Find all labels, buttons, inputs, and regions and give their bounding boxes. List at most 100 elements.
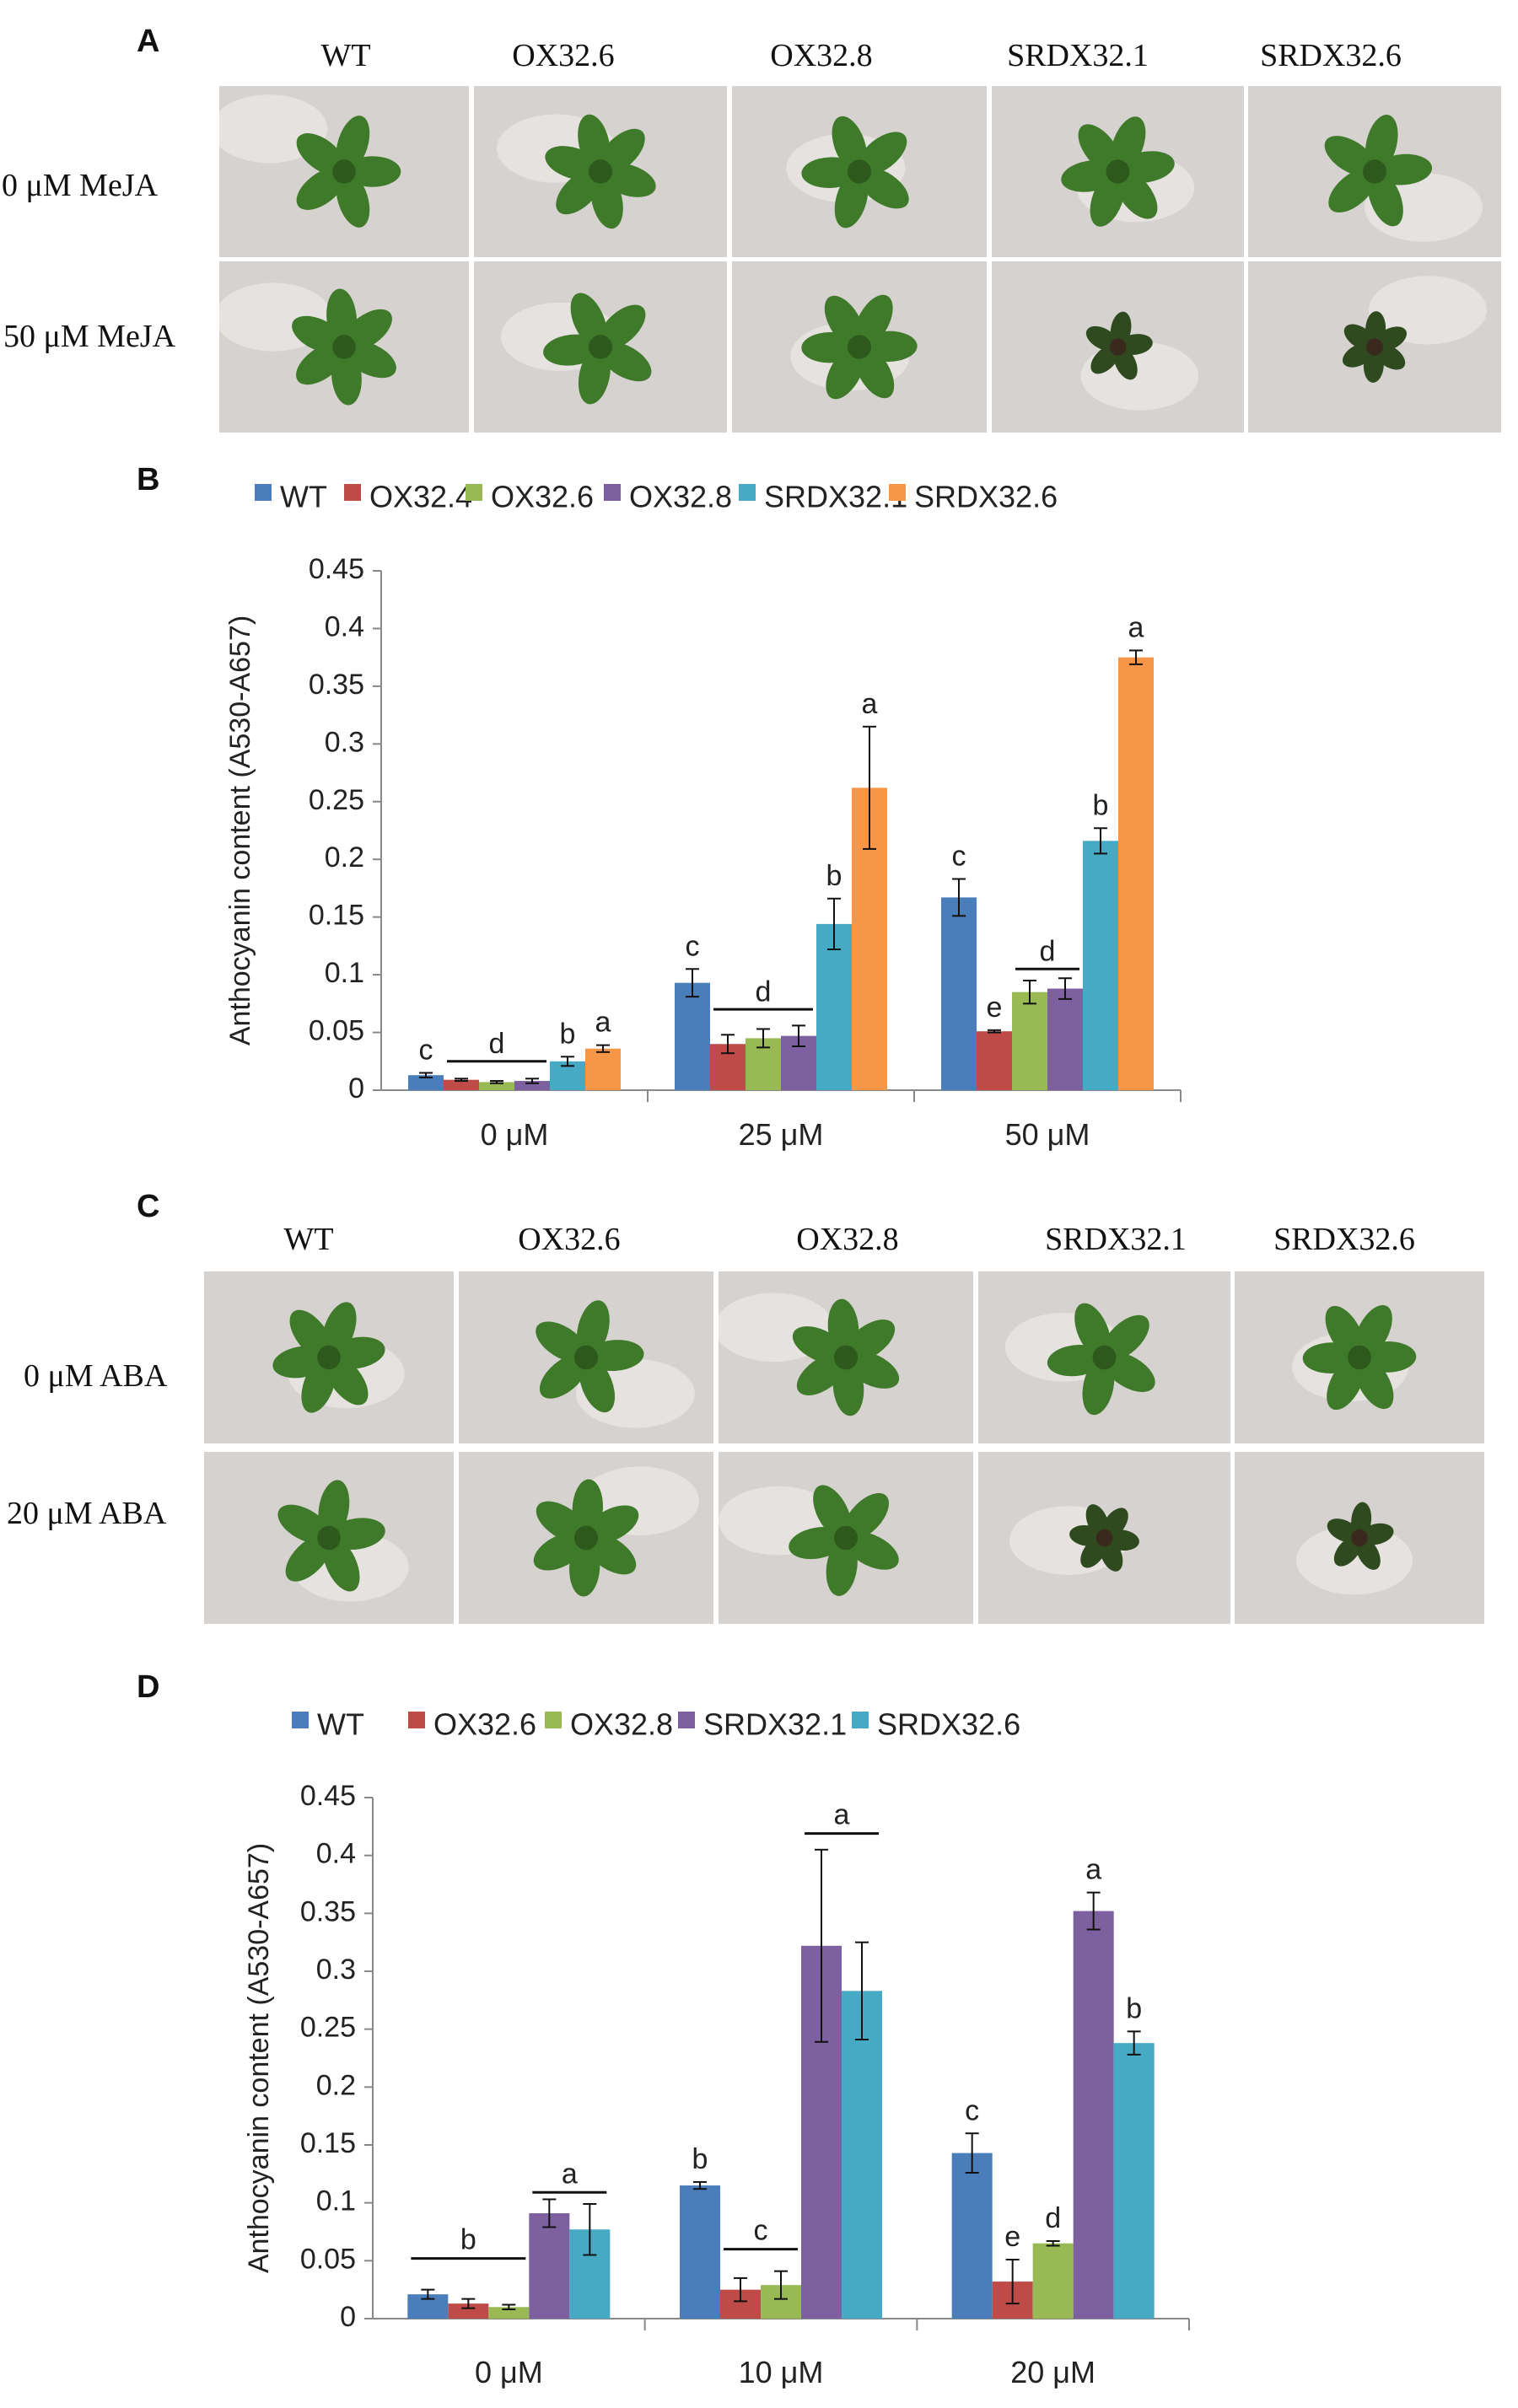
- y-tick-label: 0.4: [325, 610, 364, 642]
- seedling-photo: [1248, 86, 1501, 257]
- significance-letter: a: [862, 688, 878, 720]
- seedling-photo: [978, 1452, 1230, 1624]
- legend-swatch: [255, 484, 272, 501]
- significance-letter: a: [1085, 1854, 1101, 1886]
- seedling-photo: [992, 86, 1244, 257]
- legend-label: WT: [280, 480, 327, 514]
- y-tick-label: 0.05: [300, 2243, 356, 2275]
- seedling-photo: [219, 86, 469, 257]
- bar: [488, 2307, 530, 2319]
- bar: [1083, 841, 1118, 1090]
- x-category-label: 10 μM: [739, 2355, 824, 2389]
- y-tick-label: 0.45: [300, 1780, 356, 1812]
- seedling-photo: [204, 1452, 454, 1624]
- bar: [1047, 988, 1083, 1090]
- bar: [675, 982, 710, 1090]
- panel-a-column-header: OX32.8: [770, 38, 873, 73]
- legend-label: OX32.6: [491, 480, 594, 514]
- bar: [1032, 2243, 1074, 2319]
- legend-swatch: [344, 484, 361, 501]
- panel-a-column-header: SRDX32.1: [1007, 38, 1149, 73]
- panel-c-letter: C: [137, 1189, 160, 1224]
- y-tick-label: 0.3: [325, 726, 364, 758]
- x-category-label: 50 μM: [1005, 1117, 1090, 1152]
- significance-letter: b: [1093, 789, 1109, 821]
- significance-letter: c: [419, 1034, 433, 1066]
- legend-label: WT: [317, 1707, 364, 1742]
- legend-label: SRDX32.1: [764, 480, 907, 514]
- y-tick-label: 0.15: [300, 2127, 356, 2159]
- bar: [479, 1082, 514, 1090]
- legend-swatch: [292, 1712, 309, 1728]
- bar: [977, 1031, 1012, 1090]
- seedling-photo: [1235, 1452, 1484, 1624]
- panel-b-letter: B: [137, 462, 160, 497]
- significance-letter: b: [1126, 1992, 1142, 2024]
- bar: [842, 1991, 882, 2319]
- bar: [444, 1079, 479, 1090]
- y-tick-label: 0.2: [325, 841, 364, 873]
- x-category-label: 20 μM: [1010, 2355, 1095, 2389]
- y-tick-label: 0.1: [316, 2185, 356, 2217]
- legend-swatch: [466, 484, 482, 501]
- bar: [941, 897, 977, 1090]
- y-tick-label: 0: [340, 2301, 356, 2333]
- y-tick-label: 0.35: [309, 669, 364, 701]
- significance-letter: d: [489, 1028, 505, 1060]
- significance-letter: a: [1128, 611, 1144, 643]
- x-category-label: 0 μM: [475, 2355, 543, 2389]
- panel-a-letter: A: [137, 24, 160, 59]
- y-tick-label: 0.05: [309, 1015, 364, 1047]
- legend-label: OX32.6: [433, 1707, 536, 1742]
- seedling-photo: [719, 1271, 973, 1443]
- panel-c-column-header: WT: [283, 1222, 334, 1257]
- legend-swatch: [852, 1712, 869, 1728]
- seedling-photo: [719, 1452, 973, 1624]
- seedling-photo: [978, 1271, 1230, 1443]
- legend-label: OX32.8: [570, 1707, 673, 1742]
- significance-letter: b: [560, 1018, 576, 1050]
- panel-a-row-label-0: 0 μM MeJA: [2, 168, 159, 203]
- significance-letter: c: [686, 930, 700, 962]
- panel-a-row-label-1: 50 μM MeJA: [3, 319, 176, 354]
- legend-swatch: [408, 1712, 425, 1728]
- seedling-photo: [204, 1271, 454, 1443]
- y-tick-label: 0.2: [316, 2069, 356, 2101]
- legend-label: SRDX32.6: [914, 480, 1058, 514]
- significance-letter: c: [754, 2215, 768, 2247]
- panel-c-row-label-1: 20 μM ABA: [7, 1496, 167, 1531]
- significance-letter: a: [595, 1007, 611, 1039]
- seedling-photo: [992, 261, 1244, 433]
- panel-d-letter: D: [137, 1669, 160, 1705]
- legend-swatch: [678, 1712, 695, 1728]
- legend-swatch: [739, 484, 756, 501]
- bar: [408, 1075, 444, 1090]
- y-axis-title: Anthocyanin content (A530-A657): [224, 615, 256, 1045]
- significance-letter: d: [1045, 2202, 1061, 2234]
- significance-letter: a: [834, 1799, 850, 1831]
- y-tick-label: 0.45: [309, 553, 364, 585]
- legend-label: OX32.8: [629, 480, 732, 514]
- significance-letter: b: [826, 860, 842, 892]
- y-tick-label: 0.15: [309, 900, 364, 932]
- y-tick-label: 0.1: [325, 957, 364, 989]
- bar: [585, 1048, 621, 1090]
- bar: [1012, 992, 1047, 1090]
- legend-swatch: [604, 484, 621, 501]
- bar: [1113, 2043, 1155, 2319]
- seedling-photo: [1248, 261, 1501, 433]
- panel-c-column-header: OX32.8: [796, 1222, 899, 1257]
- legend-label: OX32.4: [369, 480, 472, 514]
- significance-letter: b: [460, 2224, 476, 2256]
- panel-c-column-header: SRDX32.1: [1045, 1222, 1187, 1257]
- panel-a-column-header: OX32.6: [512, 38, 615, 73]
- x-category-label: 0 μM: [481, 1117, 549, 1152]
- bar: [680, 2185, 720, 2319]
- seedling-photo: [474, 86, 727, 257]
- y-tick-label: 0.3: [316, 1954, 356, 1986]
- y-tick-label: 0: [348, 1072, 364, 1105]
- legend-label: SRDX32.6: [877, 1707, 1020, 1742]
- seedling-photo: [732, 261, 987, 433]
- bar: [1118, 657, 1154, 1090]
- bar: [448, 2303, 489, 2319]
